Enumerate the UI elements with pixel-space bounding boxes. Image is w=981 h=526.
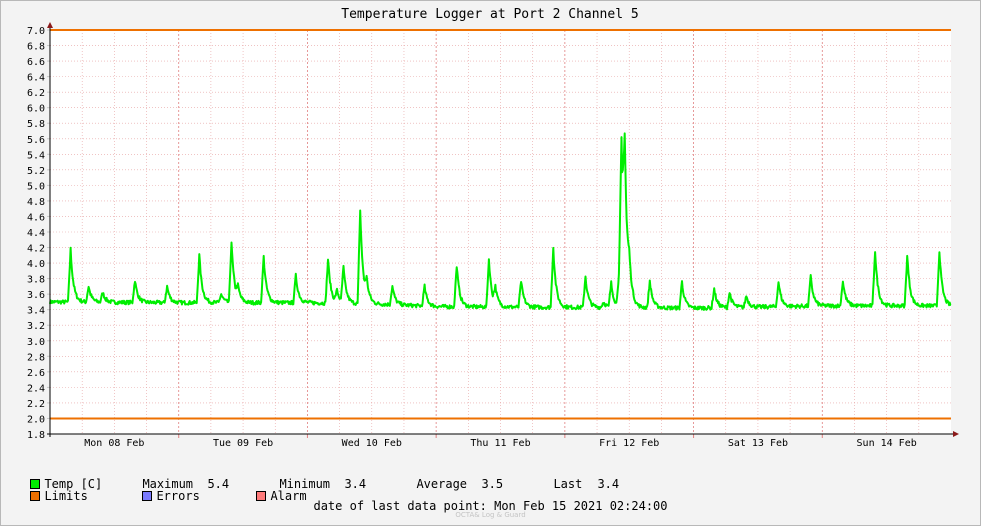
watermark: OCTA& Log & Guard — [455, 511, 526, 519]
legend-swatch-limits — [30, 491, 41, 501]
y-tick-label: 5.0 — [27, 181, 45, 192]
y-tick-label: 2.4 — [27, 383, 45, 394]
y-axis-ticks: 7.0 6.8 6.6 6.4 6.2 6.0 5.8 5.6 5.4 5.2 5.0 4.8 4.6 4… — [27, 26, 50, 441]
y-tick-label: 4.0 — [27, 259, 45, 270]
minimum-label: Minimum — [279, 477, 331, 491]
chart-title: Temperature Logger at Port 2 Channel 5 — [341, 7, 638, 22]
y-tick-label: 2.6 — [27, 368, 45, 379]
y-tick-label: 3.2 — [27, 321, 45, 332]
legend-row-2: Limits Errors Alarm — [16, 475, 307, 503]
last-value: 3.4 — [597, 477, 620, 491]
y-tick-label: 2.2 — [27, 399, 45, 410]
last-data-point: date of last data point: Mon Feb 15 2021… — [313, 499, 668, 513]
average-label: Average — [416, 477, 468, 491]
minimum-value: 3.4 — [344, 477, 367, 491]
legend-swatch-errors — [142, 491, 153, 501]
axes — [47, 22, 959, 437]
legend-swatch-alarm — [256, 491, 267, 501]
y-tick-label: 1.8 — [27, 430, 45, 441]
legend-label-temp: Temp [C] — [44, 477, 103, 491]
y-tick-label: 5.8 — [27, 119, 45, 130]
y-tick-label: 4.8 — [27, 197, 45, 208]
x-tick-label: Thu 11 Feb — [470, 438, 530, 449]
x-tick-label: Fri 12 Feb — [599, 438, 659, 449]
legend-swatch-temp — [30, 479, 41, 489]
limit-lines — [50, 29, 951, 420]
y-tick-label: 3.6 — [27, 290, 45, 301]
x-tick-label: Tue 09 Feb — [213, 438, 273, 449]
maximum-label: Maximum — [142, 477, 194, 491]
y-tick-label: 6.8 — [27, 42, 45, 53]
x-tick-label: Mon 08 Feb — [84, 438, 144, 449]
y-tick-label: 2.8 — [27, 352, 45, 363]
y-tick-label: 6.2 — [27, 88, 45, 99]
x-axis-arrow — [953, 431, 959, 437]
grid — [50, 30, 951, 434]
y-tick-label: 7.0 — [27, 26, 45, 37]
legend-label-limits: Limits — [44, 489, 88, 503]
y-tick-label: 3.0 — [27, 337, 45, 348]
y-tick-label: 5.6 — [27, 135, 45, 146]
y-tick-label: 6.0 — [27, 104, 45, 115]
y-tick-label: 6.6 — [27, 57, 45, 68]
x-tick-label: Sat 13 Feb — [728, 438, 788, 449]
y-tick-label: 4.6 — [27, 212, 45, 223]
y-axis-arrow — [47, 22, 53, 28]
y-tick-label: 3.8 — [27, 275, 45, 286]
y-tick-label: 3.4 — [27, 306, 45, 317]
y-tick-label: 4.2 — [27, 244, 45, 255]
x-tick-label: Sun 14 Feb — [857, 438, 917, 449]
legend-label-errors: Errors — [156, 489, 200, 503]
y-tick-label: 4.4 — [27, 228, 45, 239]
legend-row-1: Temp [C] Maximum 5.4 Minimum 3.4 Average 3.5 La… — [16, 463, 619, 491]
legend-label-alarm: Alarm — [270, 489, 307, 503]
maximum-value: 5.4 — [207, 477, 230, 491]
x-tick-label: Wed 10 Feb — [342, 438, 402, 449]
average-value: 3.5 — [481, 477, 504, 491]
x-axis-ticks: Mon 08 Feb Tue 09 Feb Wed 10 Feb Thu 11 Feb… — [84, 434, 917, 449]
y-tick-label: 5.4 — [27, 150, 45, 161]
series-line-temp — [49, 132, 952, 311]
temperature-chart: Temperature Logger at Port 2 Channel 5 7… — [27, 7, 959, 449]
y-tick-label: 5.2 — [27, 166, 45, 177]
y-tick-label: 6.4 — [27, 73, 45, 84]
y-tick-label: 2.0 — [27, 414, 45, 425]
last-label: Last — [553, 477, 583, 491]
